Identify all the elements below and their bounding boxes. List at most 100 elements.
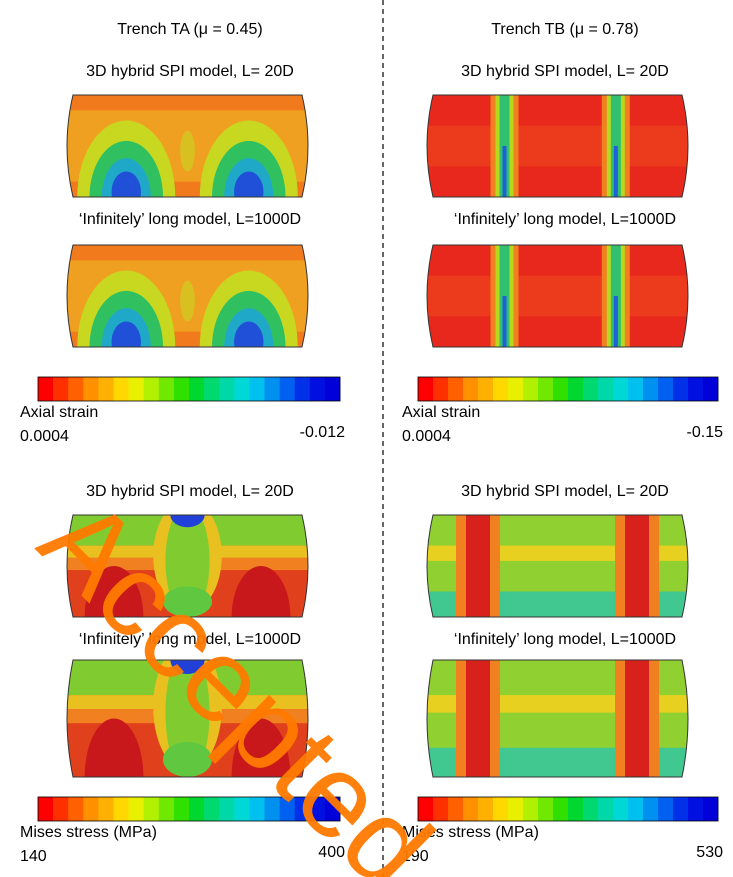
colorbar-swatch xyxy=(643,797,659,821)
label: Axial strain xyxy=(20,404,98,421)
colorbar-frame xyxy=(417,796,719,822)
colorbar-swatch xyxy=(38,377,54,401)
colorbar-swatch xyxy=(53,377,69,401)
label: 530 xyxy=(696,844,723,861)
contour xyxy=(625,660,649,777)
contour xyxy=(502,146,507,197)
cylinder xyxy=(427,660,688,777)
colorbar-swatch xyxy=(493,377,509,401)
colorbar-swatch xyxy=(673,377,689,401)
label: 3D hybrid SPI model, L= 20D xyxy=(461,63,669,80)
label: Trench TA (μ = 0.45) xyxy=(117,21,262,38)
colorbar-swatch xyxy=(294,377,311,401)
label: Mises stress (MPa) xyxy=(20,824,157,841)
colorbar-swatch xyxy=(658,377,674,401)
colorbar-swatch xyxy=(553,797,569,821)
colorbar-swatch xyxy=(628,377,644,401)
colorbar-frame xyxy=(37,796,341,822)
cylinder-outline xyxy=(66,244,309,348)
contour xyxy=(163,741,212,777)
colorbar-swatch xyxy=(128,797,144,821)
cylinder-outline xyxy=(426,514,689,618)
colorbar-swatch xyxy=(478,377,494,401)
colorbar-swatch xyxy=(189,797,205,821)
cylinder-outline xyxy=(426,659,689,778)
label: -0.15 xyxy=(687,424,724,441)
contour xyxy=(613,146,618,197)
label: 3D hybrid SPI model, L= 20D xyxy=(86,483,294,500)
colorbar-frame xyxy=(417,376,719,402)
colorbar-swatch xyxy=(688,377,704,401)
label: 140 xyxy=(20,848,47,865)
cylinder xyxy=(427,515,688,617)
colorbar-swatch xyxy=(234,377,250,401)
colorbar-swatch xyxy=(568,797,584,821)
label: ‘Infinitely’ long model, L=1000D xyxy=(79,631,301,648)
colorbar-swatch xyxy=(703,797,719,821)
contour xyxy=(234,171,264,197)
colorbar-swatch xyxy=(583,377,599,401)
colorbar-swatch xyxy=(143,797,160,821)
colorbar-swatch xyxy=(523,797,539,821)
colorbar-swatch xyxy=(173,797,190,821)
colorbar-swatch xyxy=(234,797,250,821)
colorbar-swatch xyxy=(553,377,569,401)
colorbar-swatch xyxy=(448,377,464,401)
colorbar-swatch xyxy=(173,377,190,401)
label: Axial strain xyxy=(402,404,480,421)
colorbar-swatch xyxy=(38,797,54,821)
contour xyxy=(231,566,291,617)
cylinder-outline xyxy=(66,514,309,618)
colorbar-swatch xyxy=(703,377,719,401)
colorbar-swatch xyxy=(598,377,614,401)
label: -0.012 xyxy=(300,424,345,441)
colorbar-swatch xyxy=(463,377,479,401)
contour xyxy=(84,566,144,617)
colorbar-swatch xyxy=(158,797,175,821)
colorbar-swatch xyxy=(418,797,434,821)
colorbar-swatch xyxy=(538,797,554,821)
colorbar-swatch xyxy=(493,797,509,821)
colorbar-swatch xyxy=(219,797,235,821)
colorbar-swatch xyxy=(598,797,614,821)
contour xyxy=(466,660,490,777)
colorbar-swatch xyxy=(264,377,280,401)
contour xyxy=(101,158,151,197)
contour xyxy=(231,718,291,777)
colorbar-swatch xyxy=(264,797,280,821)
colorbar-swatch xyxy=(113,377,129,401)
contour xyxy=(427,125,688,167)
cylinder-outline xyxy=(66,659,309,778)
colorbar-swatch xyxy=(643,377,659,401)
label: 3D hybrid SPI model, L= 20D xyxy=(461,483,669,500)
colorbar-swatch xyxy=(583,797,599,821)
label: Mises stress (MPa) xyxy=(402,824,539,841)
colorbar-swatch xyxy=(204,377,220,401)
colorbar-swatch xyxy=(279,797,295,821)
label: ‘Infinitely’ long model, L=1000D xyxy=(454,211,676,228)
colorbar-swatch xyxy=(68,797,84,821)
cylinder xyxy=(427,245,688,347)
contour xyxy=(224,158,274,197)
colorbar-swatch xyxy=(204,797,220,821)
colorbar-swatch xyxy=(98,377,114,401)
label: ‘Infinitely’ long model, L=1000D xyxy=(454,631,676,648)
cylinder-outline xyxy=(426,244,689,348)
contour xyxy=(613,296,618,347)
colorbar-swatch xyxy=(418,377,434,401)
contour xyxy=(111,321,141,347)
colorbar-swatch xyxy=(523,377,539,401)
cylinder xyxy=(67,95,308,197)
colorbar-swatch xyxy=(68,377,84,401)
colorbar-swatch xyxy=(324,377,341,401)
colorbar-swatch xyxy=(568,377,584,401)
contour xyxy=(111,171,141,197)
label: Trench TB (μ = 0.78) xyxy=(491,21,639,38)
colorbar-swatch xyxy=(249,797,265,821)
colorbar-swatch xyxy=(433,797,449,821)
contour xyxy=(625,515,649,617)
contour xyxy=(427,275,688,317)
colorbar-swatch xyxy=(249,377,265,401)
colorbar-swatch xyxy=(478,797,494,821)
